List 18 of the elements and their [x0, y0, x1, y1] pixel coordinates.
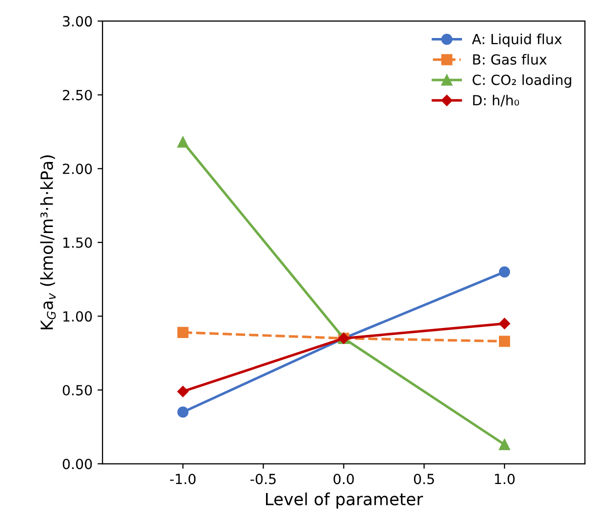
y-tick-label: 0.00 [62, 458, 92, 470]
y-axis-title: K$_{G}$a$_{v}$ (kmol/m³·h·kPa) [40, 155, 56, 330]
x-tick-label: 1.0 [494, 474, 515, 484]
y-tick-label: 0.50 [62, 384, 92, 396]
y-tick-label: 2.50 [62, 90, 92, 100]
legend-label: C: CO₂ loading [472, 74, 572, 88]
y-tick-label: 2.00 [62, 164, 92, 174]
x-tick-label: 0.0 [334, 474, 354, 484]
x-tick-label: -1.0 [170, 474, 196, 484]
x-axis-title: Level of parameter [266, 492, 424, 509]
legend-label: A: Liquid flux [472, 34, 562, 48]
y-tick-label: 1.00 [63, 311, 92, 322]
legend-label: B: Gas flux [473, 54, 547, 65]
y-tick-label: 3.00 [62, 16, 92, 27]
y-tick-label: 1.50 [63, 237, 92, 248]
x-tick-label: -0.5 [250, 474, 276, 484]
legend-label: D: h/h₀ [473, 94, 519, 107]
x-tick-label: 0.5 [414, 474, 434, 484]
